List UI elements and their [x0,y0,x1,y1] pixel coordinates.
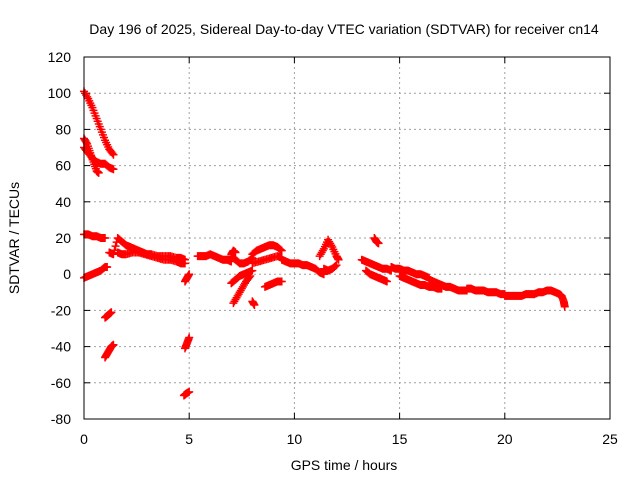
series-arc-5-dip [180,270,194,286]
series-arc-19 [462,284,509,299]
series-arc-13-low [361,266,391,286]
data-point [327,241,336,250]
data-point [185,387,194,396]
data-point [109,250,118,259]
x-tick-label: 25 [602,431,618,447]
series-arc-high-3 [80,143,118,174]
series-arc-5-neg35 [180,333,194,353]
series-arc-11-spike [315,235,343,264]
data-point [180,259,189,268]
data-points [80,87,569,400]
x-tick-label: 20 [497,431,513,447]
x-axis-label: GPS time / hours [291,457,398,473]
data-point [107,308,116,317]
y-axis-label: SDTVAR / TECUs [6,182,22,294]
y-tick-label: 100 [48,85,72,101]
y-tick-label: 60 [55,158,71,174]
series-arc-17 [425,275,471,295]
data-point [277,277,286,286]
x-tick-label: 0 [80,431,88,447]
plot-frame [83,56,611,420]
data-point [374,239,383,248]
x-tick-label: 10 [287,431,303,447]
x-tick-label: 15 [392,431,408,447]
data-point [185,270,194,279]
data-point [332,261,341,270]
data-point [108,149,117,158]
series-arc-7-up [227,246,240,259]
series-arc-16 [395,272,446,293]
data-point [277,246,286,255]
series-arc-main-2 [113,248,189,268]
y-tick-label: -40 [51,339,71,355]
data-point [103,262,112,271]
series-arc-9-high [248,241,286,259]
y-tick-label: -20 [51,302,71,318]
axis-tick-labels: 0 5 10 15 20 25 -80 -60 -40 -20 0 20 40 60 80 100 120 [48,49,618,447]
data-point [331,262,340,271]
y-tick-label: -60 [51,375,71,391]
y-tick-label: -80 [51,411,71,427]
series-arc-20 [500,290,539,300]
y-tick-label: 20 [55,230,71,246]
data-point [101,234,110,242]
data-point [334,255,343,264]
data-point [109,340,118,349]
axis-ticks [83,56,611,420]
x-tick-label: 5 [185,431,193,447]
y-tick-label: 80 [55,121,71,137]
y-tick-label: 0 [63,266,71,282]
series-arc-22-end [530,286,569,311]
y-tick-label: 120 [48,49,72,65]
series-arc-10 [277,255,328,279]
grid [84,57,610,419]
series-arc-13-spike [370,234,383,248]
data-point [248,266,257,275]
data-point [247,254,256,263]
series-arc-zero-rise [80,262,112,282]
series-arc-neg-20 [101,308,116,322]
series-arc-11-low [319,261,341,275]
series-arc-9-neg [260,277,286,291]
y-tick-label: 40 [55,194,71,210]
series-arc-neg-40 [101,340,118,362]
series-arc-9-mid [248,252,286,268]
series-arc-8-neg [248,297,259,309]
series-arc-13 [357,255,396,275]
data-point [109,165,118,174]
chart-title: Day 196 of 2025, Sidereal Day-to-day VTE… [89,21,599,37]
data-point [560,302,569,311]
data-point [382,277,391,286]
series-arc-22 [80,230,110,242]
data-point [276,245,285,254]
data-point [318,246,327,255]
data-point [109,150,118,159]
data-point [231,248,240,257]
series-arc-7-rise [227,266,257,288]
series-arc-5-neg66 [179,387,194,400]
data-point [250,300,259,309]
series-arc-high-1 [80,87,118,159]
series-arc-15 [387,262,434,282]
data-point [185,333,194,342]
series-arc-7-fall [227,252,257,268]
data-point [94,168,103,177]
data-point [111,242,120,251]
